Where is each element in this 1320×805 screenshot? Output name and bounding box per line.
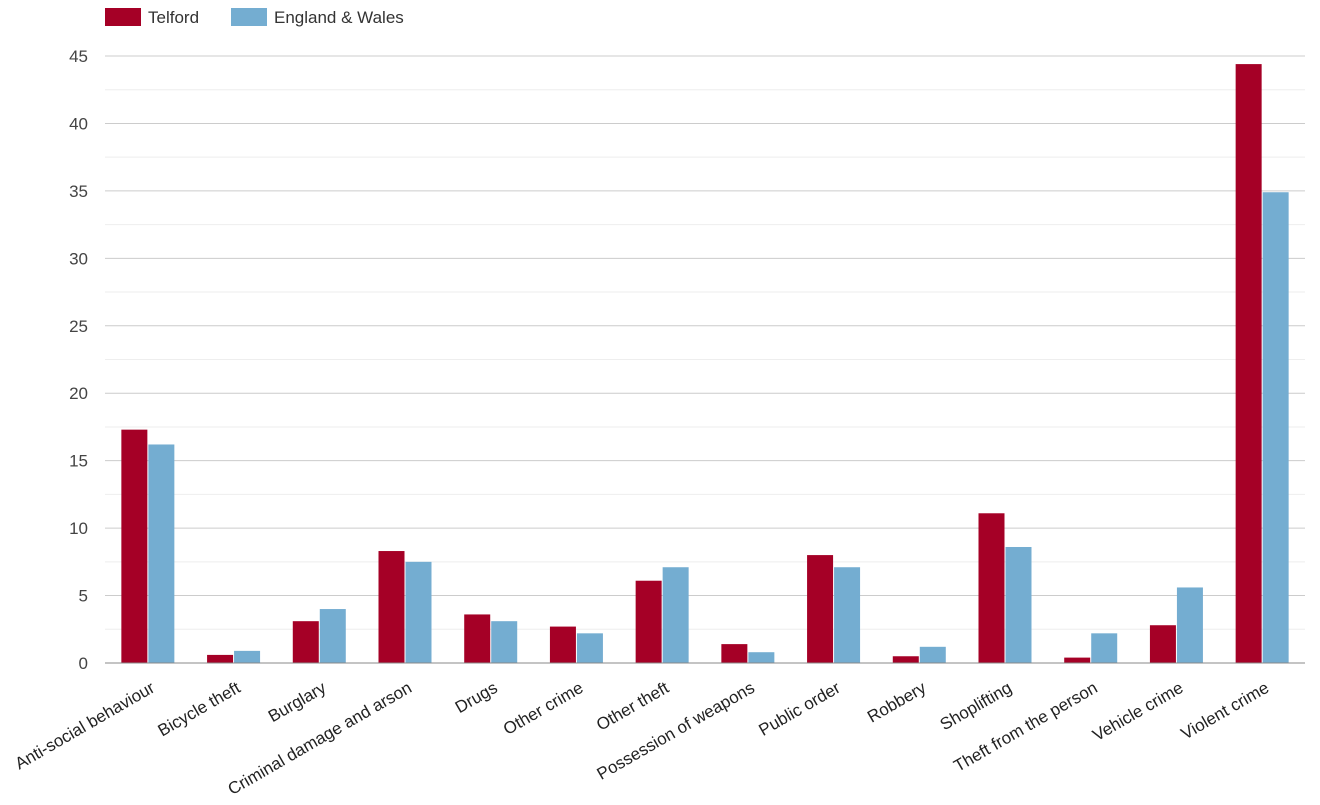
- bar-telford-criminal-damage-and-arson[interactable]: [378, 551, 405, 663]
- bar-telford-theft-from-the-person[interactable]: [1064, 657, 1091, 663]
- grid-layer: [105, 55, 1305, 630]
- x-category-label: Violent crime: [1178, 678, 1272, 743]
- bar-england-wales-robbery[interactable]: [919, 646, 946, 663]
- bar-telford-bicycle-theft[interactable]: [207, 654, 234, 663]
- x-category-label: Possession of weapons: [594, 678, 758, 784]
- x-category-label: Drugs: [452, 678, 501, 717]
- bars-layer: [121, 64, 1289, 664]
- bar-telford-vehicle-crime[interactable]: [1149, 625, 1176, 663]
- bar-telford-other-crime[interactable]: [549, 626, 576, 663]
- bar-telford-violent-crime[interactable]: [1235, 64, 1262, 664]
- legend-swatch: [231, 8, 267, 26]
- y-tick-label: 5: [79, 587, 88, 606]
- y-tick-label: 35: [69, 182, 88, 201]
- bar-england-wales-burglary[interactable]: [319, 609, 346, 663]
- x-category-label: Burglary: [265, 678, 330, 726]
- y-tick-label: 0: [79, 654, 88, 673]
- y-tick-label: 10: [69, 519, 88, 538]
- y-tick-label: 15: [69, 452, 88, 471]
- x-category-label: Vehicle crime: [1089, 678, 1186, 745]
- legend-item-telford[interactable]: Telford: [105, 8, 199, 27]
- x-category-label: Other theft: [593, 678, 672, 735]
- legend-item-england-wales[interactable]: England & Wales: [231, 8, 404, 27]
- x-category-label: Public order: [756, 678, 844, 740]
- bar-england-wales-theft-from-the-person[interactable]: [1091, 633, 1118, 663]
- bar-england-wales-bicycle-theft[interactable]: [234, 650, 261, 663]
- bar-telford-other-theft[interactable]: [635, 580, 662, 663]
- bar-england-wales-drugs[interactable]: [491, 621, 518, 663]
- bar-england-wales-shoplifting[interactable]: [1005, 546, 1032, 663]
- x-category-label: Other crime: [500, 678, 586, 739]
- legend-label: Telford: [148, 8, 199, 27]
- x-category-label: Robbery: [864, 678, 930, 727]
- y-tick-label: 30: [69, 249, 88, 268]
- bar-telford-burglary[interactable]: [292, 621, 319, 663]
- y-tick-label: 45: [69, 47, 88, 66]
- bar-england-wales-anti-social-behaviour[interactable]: [148, 444, 175, 663]
- y-tick-label: 40: [69, 114, 88, 133]
- bar-telford-robbery[interactable]: [892, 656, 919, 663]
- bar-england-wales-criminal-damage-and-arson[interactable]: [405, 561, 432, 663]
- bar-england-wales-other-theft[interactable]: [662, 567, 689, 663]
- x-category-label: Theft from the person: [950, 678, 1100, 776]
- bar-telford-public-order[interactable]: [807, 555, 834, 663]
- x-category-label: Shoplifting: [937, 678, 1015, 734]
- bar-telford-shoplifting[interactable]: [978, 513, 1005, 663]
- legend-label: England & Wales: [274, 8, 404, 27]
- bar-telford-drugs[interactable]: [464, 614, 491, 663]
- bar-england-wales-public-order[interactable]: [834, 567, 861, 663]
- bar-telford-possession-of-weapons[interactable]: [721, 644, 748, 663]
- bar-england-wales-violent-crime[interactable]: [1262, 192, 1289, 663]
- legend-swatch: [105, 8, 141, 26]
- y-tick-label: 25: [69, 317, 88, 336]
- bar-england-wales-other-crime[interactable]: [576, 633, 603, 663]
- bar-england-wales-possession-of-weapons[interactable]: [748, 652, 775, 663]
- x-category-label: Anti-social behaviour: [12, 678, 158, 774]
- x-category-label: Bicycle theft: [155, 678, 244, 740]
- bar-england-wales-vehicle-crime[interactable]: [1176, 587, 1203, 663]
- legend[interactable]: Telford England & Wales: [105, 8, 404, 27]
- y-tick-label: 20: [69, 384, 88, 403]
- bar-telford-anti-social-behaviour[interactable]: [121, 429, 148, 663]
